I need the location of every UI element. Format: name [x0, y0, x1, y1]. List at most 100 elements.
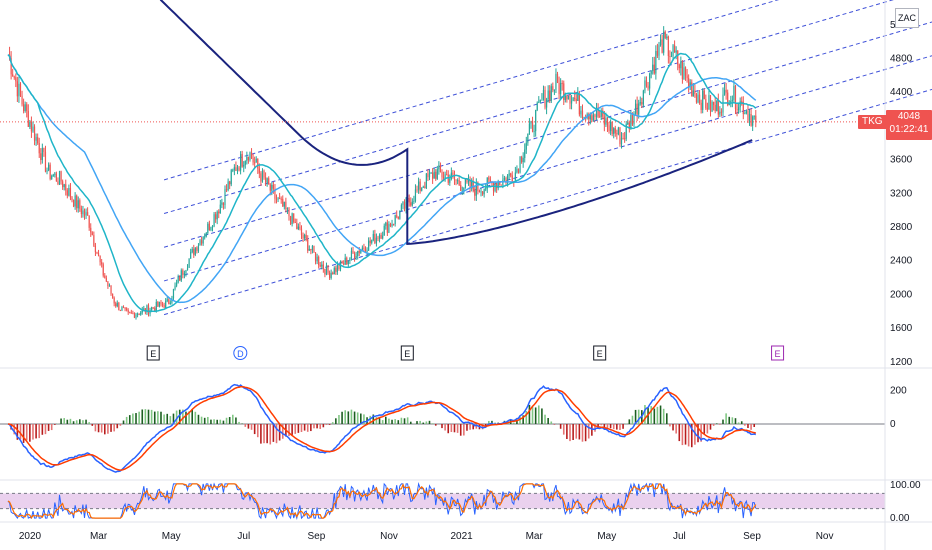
candle-body	[21, 95, 23, 105]
price-tick-label: 3600	[890, 155, 913, 166]
candle-body	[177, 276, 179, 283]
candle-body	[99, 255, 101, 263]
candle-body	[91, 232, 93, 236]
candle-body	[698, 94, 701, 103]
candle-body	[87, 212, 89, 216]
price-tick-label: 2400	[890, 256, 913, 267]
candle-body	[138, 313, 140, 315]
candle-body	[76, 195, 78, 209]
candle-body	[647, 85, 649, 89]
candle-body	[368, 240, 370, 251]
candle-body	[692, 90, 694, 97]
candle-body	[274, 188, 276, 199]
candle-body	[243, 164, 245, 167]
candle-body	[161, 304, 164, 306]
rsi-pane[interactable]	[0, 481, 885, 520]
candle-body	[595, 107, 598, 118]
candle-body	[194, 247, 196, 255]
candle-body	[575, 98, 577, 101]
candle-body	[525, 142, 527, 150]
candle-body	[27, 110, 29, 127]
event-badge-label: E	[404, 349, 410, 359]
candle-body	[41, 147, 43, 161]
candle-body	[649, 73, 651, 89]
candle-body	[314, 252, 317, 262]
candle-body	[617, 127, 620, 135]
candle-body	[522, 157, 524, 163]
candle-body	[107, 281, 109, 287]
candle-body	[600, 110, 602, 117]
candle-body	[641, 102, 643, 105]
candle-body	[567, 95, 570, 100]
currency-badge[interactable]: ZAC	[895, 8, 919, 28]
candle-body	[702, 90, 704, 110]
candle-body	[748, 114, 751, 121]
candle-body	[731, 99, 733, 101]
candle-body	[622, 137, 624, 139]
candle-body	[358, 250, 360, 253]
candle-body	[335, 267, 337, 272]
candle-body	[304, 234, 306, 239]
candle-body	[745, 110, 748, 114]
candle-body	[480, 191, 482, 193]
candle-body	[583, 117, 585, 119]
moving-average-20	[7, 52, 757, 313]
candle-body	[558, 82, 560, 95]
candle-body	[705, 99, 707, 109]
candle-body	[471, 181, 473, 189]
channel-line	[163, 88, 932, 316]
candle-body	[38, 142, 40, 154]
candle-body	[397, 216, 399, 219]
candle-body	[235, 167, 237, 172]
candle-body	[296, 222, 298, 230]
earnings-badge	[593, 345, 607, 361]
candle-body	[425, 173, 427, 188]
candle-body	[631, 114, 634, 125]
candle-body	[714, 104, 716, 111]
candle-body	[458, 180, 460, 186]
candle-body	[40, 153, 42, 161]
candle-body	[730, 100, 732, 104]
candle-body	[592, 114, 595, 121]
candle-body	[725, 89, 727, 93]
candle-body	[694, 90, 696, 94]
price-tick-label: 3200	[890, 188, 913, 199]
candle-body	[168, 299, 170, 304]
candle-body	[13, 76, 15, 78]
candle-body	[633, 113, 635, 125]
candle-body	[588, 114, 590, 120]
candle-body	[364, 248, 367, 252]
candle-body	[104, 275, 106, 279]
candle-body	[589, 115, 591, 120]
candle-body	[110, 285, 112, 294]
candle-body	[282, 198, 284, 207]
candle-body	[708, 95, 710, 110]
candle-body	[435, 171, 437, 179]
candle-body	[207, 223, 209, 234]
candle-body	[474, 189, 476, 196]
candle-body	[208, 223, 210, 231]
candle-body	[508, 173, 510, 176]
candle-body	[489, 179, 491, 183]
macd-pane[interactable]	[0, 383, 885, 473]
candle-body	[316, 256, 318, 262]
candle-body	[252, 158, 254, 163]
candle-body	[524, 149, 526, 158]
candle-body	[388, 224, 390, 233]
candle-body	[333, 267, 335, 275]
candle-body	[700, 102, 702, 110]
candle-body	[146, 305, 148, 313]
candle-body	[54, 173, 56, 175]
candle-body	[199, 240, 201, 246]
candle-body	[542, 89, 545, 100]
candle-body	[686, 75, 688, 79]
candle-body	[741, 101, 743, 103]
candle-body	[460, 185, 462, 191]
candle-body	[227, 181, 229, 191]
candle-body	[372, 233, 374, 241]
candle-body	[115, 303, 117, 307]
candle-body	[636, 103, 638, 115]
candle-body	[310, 248, 312, 251]
